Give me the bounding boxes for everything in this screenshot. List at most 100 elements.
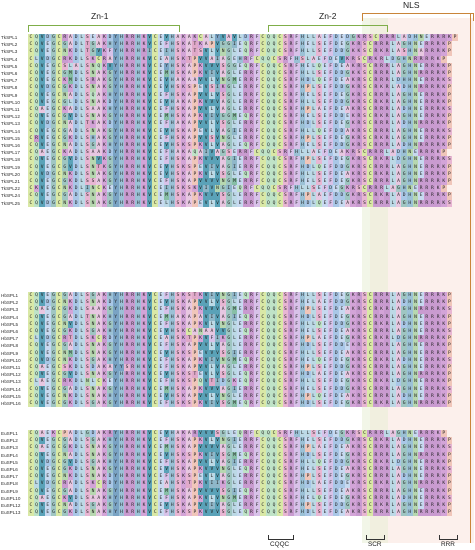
residue-cell: K [50,430,57,438]
residue-cell: N [90,487,96,495]
residue-cell: C [56,113,62,121]
residue-cell: C [152,480,159,488]
residue-cell: K [350,328,357,336]
residue-cell: K [180,77,187,85]
residue-cell: P [446,392,453,400]
residue-cell: R [429,70,436,78]
residue-cell: S [84,70,91,78]
residue-cell: K [180,335,187,343]
residue-cell: K [197,466,204,474]
residue-cell: V [146,55,153,63]
residue-cell: C [56,335,62,343]
residue-cell: V [146,127,153,135]
residue-cell: E [158,342,164,350]
residue-cell: K [101,356,108,364]
residue-cell: D [401,320,407,328]
residue-cell: R [429,509,436,517]
residue-cell: K [141,163,147,171]
residue-cell: P [192,502,198,510]
residue-cell: R [435,34,441,42]
residue-cell: V [39,70,45,78]
residue-cell: A [186,313,193,321]
residue-cell: G [50,335,57,343]
residue-cell: L [310,178,317,186]
residue-cell: R [248,466,255,474]
residue-cell: K [180,444,187,452]
residue-cell: R [288,466,294,474]
nls-label: NLS [403,0,420,10]
residue-cell: G [225,335,232,343]
residue-cell: C [197,34,204,42]
residue-cell: A [186,48,193,56]
residue-cell: A [395,466,402,474]
residue-cell: N [412,156,419,164]
residue-cell: K [378,378,385,386]
residue-cell: R [435,84,441,92]
residue-cell: P [446,299,453,307]
residue-cell: K [197,306,204,314]
residue-cell: G [90,356,96,364]
residue-cell: H [169,356,176,364]
residue-cell: S [84,451,91,459]
residue-cell: K [350,444,357,452]
residue-cell: E [44,378,51,386]
sequence-name: EuSPL4 [1,452,18,458]
residue-cell: H [406,41,413,49]
residue-cell: L [310,34,317,42]
residue-cell: R [418,371,424,379]
residue-cell: R [390,34,396,42]
residue-cell: V [214,437,221,445]
residue-cell: H [299,335,306,343]
residue-cell: C [152,192,159,200]
residue-cell: R [124,335,130,343]
residue-cell: R [356,385,362,393]
residue-cell: R [378,127,385,135]
residue-cell: G [395,430,402,438]
residue-cell: D [327,430,334,438]
residue-cell: R [129,342,136,350]
residue-cell: A [90,106,96,114]
residue-cell: K [231,378,238,386]
residue-cell: K [344,185,351,193]
residue-cell: Y [112,55,119,63]
residue-cell: C [152,156,159,164]
residue-cell: H [169,299,176,307]
residue-cell: K [197,98,204,106]
residue-cell: E [237,178,243,186]
residue-cell: A [186,342,193,350]
residue-cell: E [339,451,345,459]
residue-cell: R [288,113,294,121]
residue-cell: E [316,185,323,193]
residue-cell: F [254,502,260,510]
residue-cell: D [395,156,402,164]
residue-cell: C [367,156,374,164]
residue-cell: R [356,106,362,114]
residue-cell: G [225,113,232,121]
residue-cell: R [129,134,136,142]
residue-cell: N [412,127,419,135]
residue-cell: R [435,320,441,328]
residue-cell: N [220,77,226,85]
residue-cell: G [401,400,407,408]
residue-cell: Q [33,342,40,350]
residue-cell: P [192,509,198,517]
residue-cell: F [288,430,294,438]
residue-cell: S [175,356,181,364]
residue-cell: L [310,335,317,343]
residue-cell: E [322,142,328,150]
residue-cell: R [129,48,136,56]
residue-cell: L [310,437,317,445]
residue-cell: R [124,55,130,63]
residue-cell: S [84,480,91,488]
zn2-domain-label: Zn-2 [319,11,337,21]
residue-cell: V [214,356,221,364]
residue-cell: E [44,62,51,70]
residue-cell: C [28,134,34,142]
residue-cell: K [440,328,447,336]
residue-cell: D [73,185,79,193]
residue-cell: L [78,364,85,372]
